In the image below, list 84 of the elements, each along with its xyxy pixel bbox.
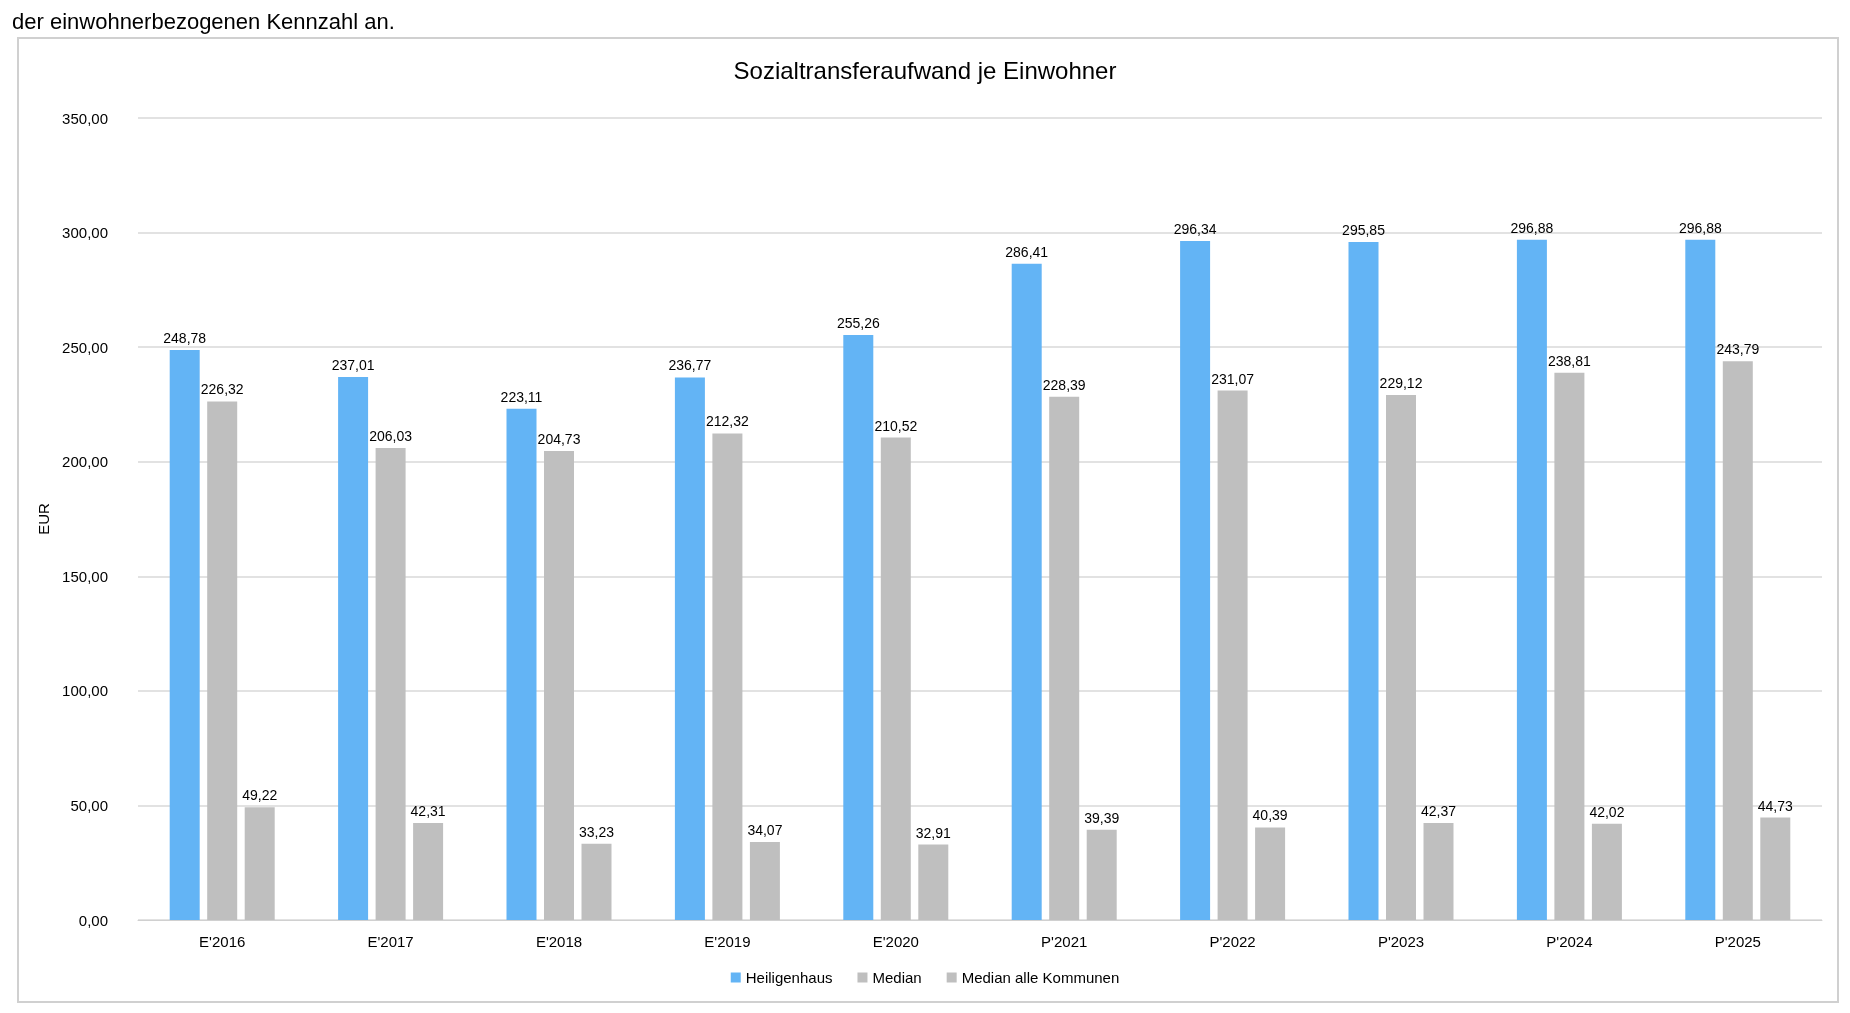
bar bbox=[1217, 390, 1248, 920]
y-axis-title: EUR bbox=[35, 503, 53, 535]
data-label: 255,26 bbox=[836, 315, 880, 332]
data-label: 212,32 bbox=[705, 413, 750, 430]
bar bbox=[843, 335, 874, 920]
x-tick-label: P'2023 bbox=[1377, 933, 1425, 950]
bar bbox=[1180, 240, 1211, 920]
x-tick-label: E'2018 bbox=[535, 933, 583, 950]
y-tick-label: 150,00 bbox=[62, 567, 108, 585]
y-tick-label: 50,00 bbox=[70, 796, 108, 814]
data-label: 229,12 bbox=[1379, 374, 1423, 391]
bar bbox=[413, 823, 444, 920]
data-label: 32,91 bbox=[915, 824, 952, 841]
bar bbox=[918, 844, 949, 920]
bar bbox=[1685, 239, 1716, 920]
bar bbox=[1348, 242, 1379, 920]
data-label: 295,85 bbox=[1342, 222, 1386, 239]
bar bbox=[338, 376, 369, 920]
data-label: 226,32 bbox=[200, 381, 244, 398]
data-label: 231,07 bbox=[1211, 370, 1255, 387]
data-label: 42,31 bbox=[410, 803, 446, 820]
bar bbox=[1049, 396, 1080, 920]
data-label: 223,11 bbox=[500, 388, 543, 405]
legend-label: Median alle Kommunen bbox=[961, 969, 1120, 986]
text: der einwohnerbezogenen Kennzahl an. bbox=[12, 8, 395, 34]
y-tick-label: 250,00 bbox=[62, 338, 108, 356]
data-label: 42,02 bbox=[1589, 803, 1625, 820]
data-label: 33,23 bbox=[578, 823, 615, 840]
bar bbox=[244, 807, 275, 920]
y-tick-label: 200,00 bbox=[62, 453, 108, 471]
x-tick-label: P'2025 bbox=[1714, 933, 1761, 950]
data-label: 204,73 bbox=[537, 430, 581, 447]
bar bbox=[1255, 827, 1286, 920]
y-tick-label: 300,00 bbox=[62, 224, 108, 242]
data-label: 243,79 bbox=[1716, 341, 1760, 358]
bar bbox=[1011, 263, 1042, 920]
data-label: 237,01 bbox=[331, 356, 375, 373]
bar bbox=[674, 377, 705, 920]
data-label: 44,73 bbox=[1757, 797, 1794, 814]
bar bbox=[375, 447, 406, 920]
data-label: 238,81 bbox=[1547, 352, 1592, 369]
bar bbox=[506, 408, 537, 920]
y-tick-label: 0,00 bbox=[78, 911, 108, 929]
data-label: 296,88 bbox=[1678, 219, 1722, 236]
x-tick-label: E'2017 bbox=[367, 933, 414, 950]
data-label: 210,52 bbox=[874, 417, 918, 434]
y-tick-label: 350,00 bbox=[62, 109, 108, 127]
data-label: 228,39 bbox=[1042, 376, 1086, 393]
x-tick-label: E'2016 bbox=[199, 933, 246, 950]
data-label: 286,41 bbox=[1005, 243, 1049, 260]
legend-label: Median bbox=[872, 969, 922, 986]
bar bbox=[1086, 829, 1117, 920]
x-tick-label: P'2022 bbox=[1209, 933, 1256, 950]
bar bbox=[1591, 823, 1622, 920]
x-tick-label: P'2024 bbox=[1546, 933, 1593, 950]
data-label: 39,39 bbox=[1084, 809, 1120, 826]
data-label: 236,77 bbox=[668, 357, 712, 374]
data-label: 296,88 bbox=[1510, 219, 1554, 236]
x-tick-label: P'2021 bbox=[1041, 933, 1088, 950]
bar bbox=[749, 841, 780, 920]
bar bbox=[1386, 394, 1416, 920]
bar bbox=[544, 450, 574, 920]
x-tick-label: E'2019 bbox=[704, 933, 751, 950]
data-label: 296,34 bbox=[1173, 220, 1217, 237]
chart-title: Sozialtransferaufwand je Einwohner bbox=[733, 56, 1117, 84]
bar bbox=[1760, 817, 1791, 920]
data-label: 34,07 bbox=[747, 821, 783, 838]
bar bbox=[1516, 239, 1547, 920]
data-label: 42,37 bbox=[1420, 802, 1457, 819]
y-tick-label: 100,00 bbox=[62, 682, 108, 700]
data-label: 49,22 bbox=[242, 787, 278, 804]
data-label: 206,03 bbox=[369, 427, 413, 444]
bar bbox=[1722, 361, 1753, 920]
bar bbox=[169, 349, 200, 920]
x-tick-label: E'2020 bbox=[872, 933, 919, 950]
bar bbox=[1554, 372, 1585, 920]
bar bbox=[1423, 822, 1454, 920]
bar bbox=[207, 401, 238, 920]
data-label: 40,39 bbox=[1252, 807, 1288, 824]
bar bbox=[712, 433, 743, 920]
legend-label: Heiligenhaus bbox=[745, 969, 833, 986]
bar bbox=[581, 843, 612, 920]
data-label: 248,78 bbox=[163, 329, 207, 346]
bar bbox=[880, 437, 911, 920]
